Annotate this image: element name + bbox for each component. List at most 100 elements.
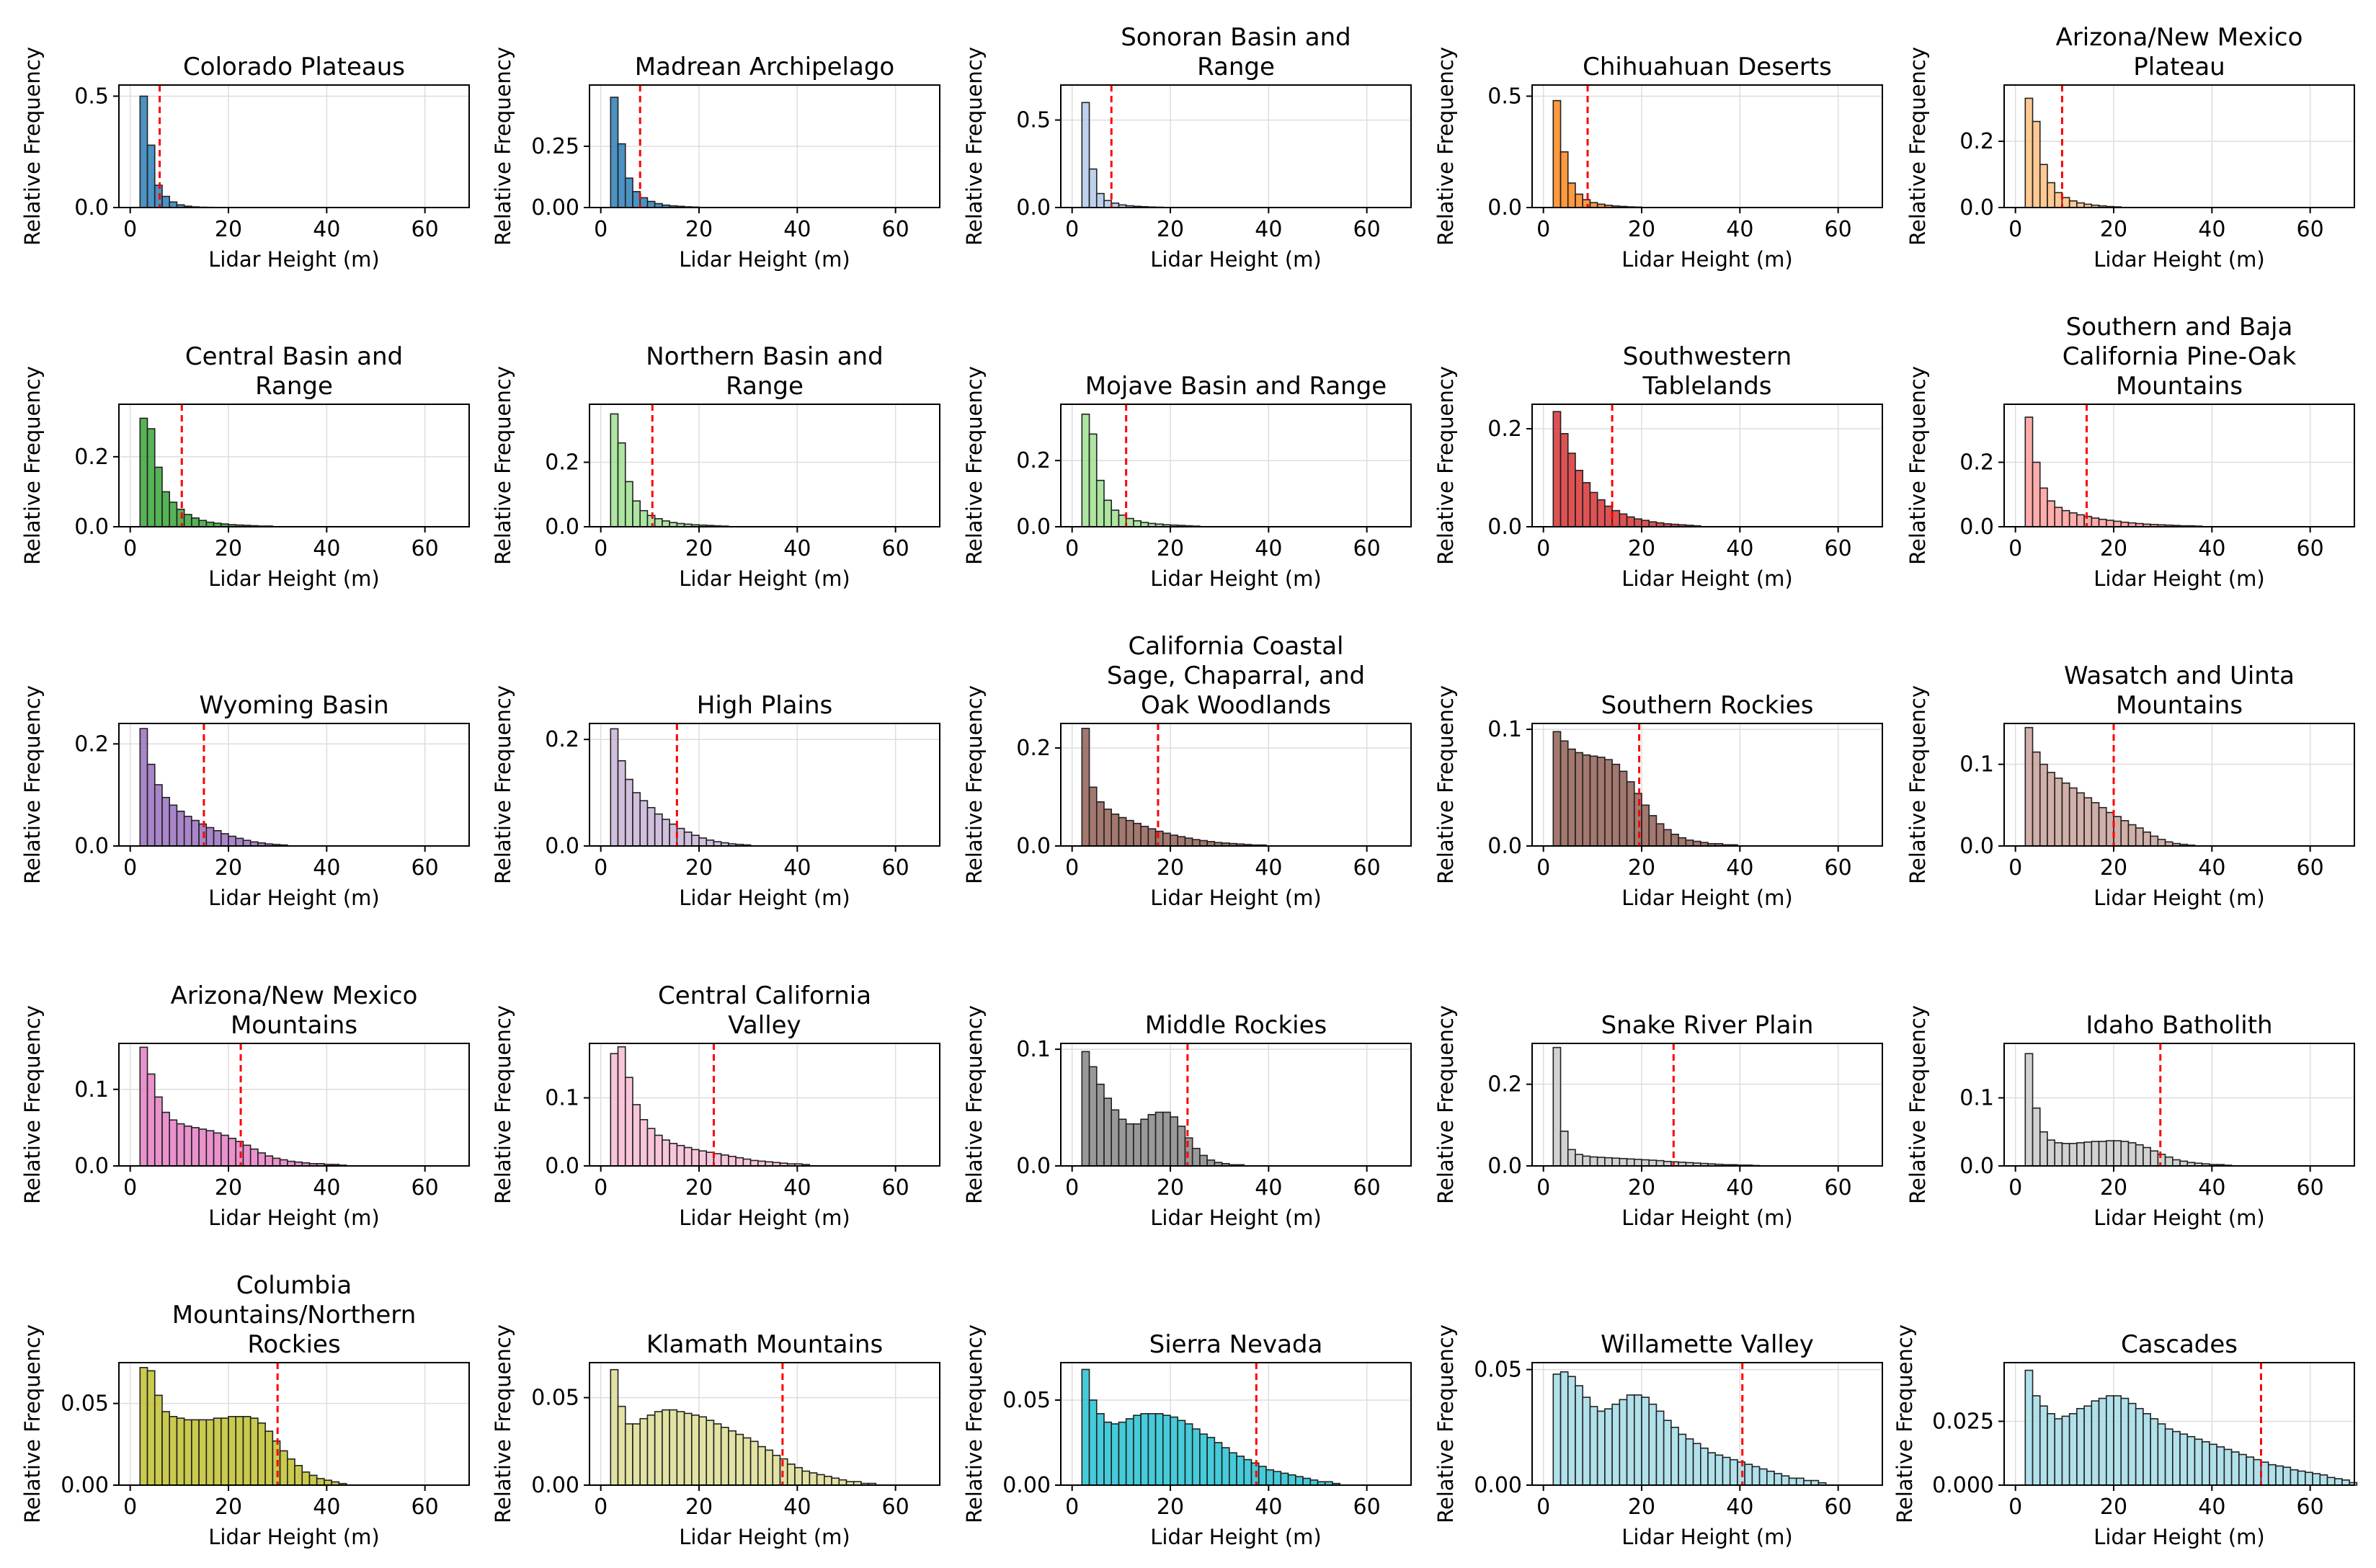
histogram-bar [139, 417, 148, 527]
x-tick-label: 20 [215, 1494, 242, 1520]
histogram-bar [2098, 1397, 2107, 1486]
histogram-bar [1619, 513, 1628, 527]
histogram-bar [1781, 1475, 1790, 1486]
histogram-bar [610, 413, 619, 527]
panel-title-line: Arizona/New Mexico [171, 981, 418, 1010]
histogram-bar [1589, 755, 1598, 847]
histogram-bar [1575, 1154, 1584, 1167]
histogram-bar [1678, 837, 1687, 847]
histogram-bar [2143, 1413, 2151, 1486]
panel-title: High Plains [697, 691, 832, 720]
x-tick-label: 0 [123, 536, 137, 561]
histogram-bar [1648, 521, 1658, 527]
histogram-bar [1088, 168, 1098, 208]
histogram-bar [632, 1104, 641, 1167]
histogram-bar [2150, 1150, 2159, 1167]
histogram-bar [1626, 781, 1635, 847]
y-tick-label: 0.0 [1487, 834, 1522, 859]
histogram-bar [2068, 1413, 2078, 1486]
panel-title-line: Colorado Plateaus [183, 53, 405, 81]
histogram-bar [1273, 1471, 1282, 1486]
histogram-bar [1147, 1113, 1157, 1167]
y-tick-label: 0.00 [61, 1473, 109, 1498]
x-tick-label: 20 [1157, 536, 1184, 561]
histogram-bar [2135, 827, 2144, 847]
histogram-bar [1648, 1403, 1658, 1486]
histogram-bar [1582, 1155, 1591, 1167]
x-tick-label: 60 [1353, 1175, 1381, 1200]
panel-title: Central California Valley [658, 981, 871, 1040]
histogram-bar [183, 1125, 192, 1167]
histogram-bar [286, 1458, 295, 1486]
histogram-bar [1714, 1454, 1724, 1486]
axes-frame [2003, 84, 2355, 208]
histogram-bar [1575, 193, 1584, 208]
y-axis-label: Relative Frequency [491, 1324, 515, 1523]
axes-frame [118, 1362, 470, 1486]
histogram-bar [249, 1417, 259, 1486]
histogram-bar [169, 804, 178, 847]
histogram-bar [1552, 1046, 1562, 1167]
x-tick-label: 60 [882, 1494, 909, 1520]
histogram-bar [2061, 509, 2070, 527]
histogram-bar [1140, 1118, 1149, 1167]
x-axis-label: Lidar Height (m) [1621, 1206, 1793, 1230]
histogram-bar [1729, 1458, 1738, 1486]
histogram-bar [176, 1417, 185, 1486]
x-tick-label: 0 [123, 855, 137, 881]
histogram-bar [1133, 1123, 1142, 1167]
histogram-bar [2047, 182, 2056, 208]
histogram-bar [2076, 1142, 2085, 1167]
panel-title-line: California Pine-Oak [2063, 342, 2297, 371]
histogram-bar [1670, 1427, 1679, 1486]
histogram-bar [794, 1466, 803, 1486]
histogram-bar [1611, 1403, 1621, 1486]
histogram-bar [2068, 787, 2078, 847]
histogram-bar [1559, 1371, 1569, 1486]
x-tick-label: 20 [2100, 536, 2127, 561]
x-tick-label: 0 [2008, 536, 2022, 561]
x-axis-label: Lidar Height (m) [2094, 566, 2265, 591]
histogram-bar [2032, 751, 2041, 847]
histogram-bar [1788, 1477, 1797, 1486]
histogram-bar [2032, 1395, 2041, 1486]
histogram-bar [617, 1405, 626, 1486]
histogram-bar [1611, 509, 1621, 527]
y-axis-label: Relative Frequency [1433, 1005, 1458, 1204]
histogram-bar [1103, 499, 1113, 527]
x-tick-label: 0 [2008, 855, 2022, 881]
panel-title: Mojave Basin and Range [1085, 372, 1387, 401]
x-tick-label: 0 [594, 1175, 608, 1200]
histogram-bar [1154, 1413, 1164, 1486]
histogram-bar [706, 1420, 715, 1486]
x-tick-label: 20 [1157, 1494, 1184, 1520]
histogram-bar [1147, 1413, 1157, 1486]
histogram-bar [617, 1046, 626, 1167]
histogram-bar [617, 760, 626, 847]
histogram-bar [1589, 1406, 1598, 1486]
y-tick-label: 0.0 [74, 195, 109, 220]
x-tick-label: 0 [123, 1494, 137, 1520]
histogram-bar [1626, 1394, 1635, 1486]
panel-title-line: Valley [728, 1011, 801, 1040]
y-tick-label: 0.0 [1959, 1154, 1994, 1179]
histogram-bar [1582, 199, 1591, 208]
histogram-bar [2105, 811, 2114, 847]
histogram-bar [198, 520, 208, 527]
histogram-bar [2076, 792, 2085, 847]
y-tick-label: 0.1 [1959, 1086, 1994, 1111]
histogram-bar [1641, 1159, 1650, 1167]
histogram-bar [1118, 1118, 1127, 1167]
histogram-bar [1596, 1410, 1606, 1486]
x-tick-label: 40 [1255, 536, 1282, 561]
histogram-bar [272, 1157, 281, 1167]
histogram-bar [1125, 1123, 1134, 1167]
histogram-bar [610, 728, 619, 847]
y-tick-label: 0.05 [1474, 1358, 1522, 1383]
panel-title: Wyoming Basin [199, 691, 388, 720]
histogram-bar [213, 1417, 222, 1486]
histogram-bar [1619, 770, 1628, 847]
y-axis-label: Relative Frequency [962, 1005, 987, 1204]
panel-title-line: Central California [658, 981, 871, 1010]
panel-title-line: Range [1197, 53, 1275, 81]
